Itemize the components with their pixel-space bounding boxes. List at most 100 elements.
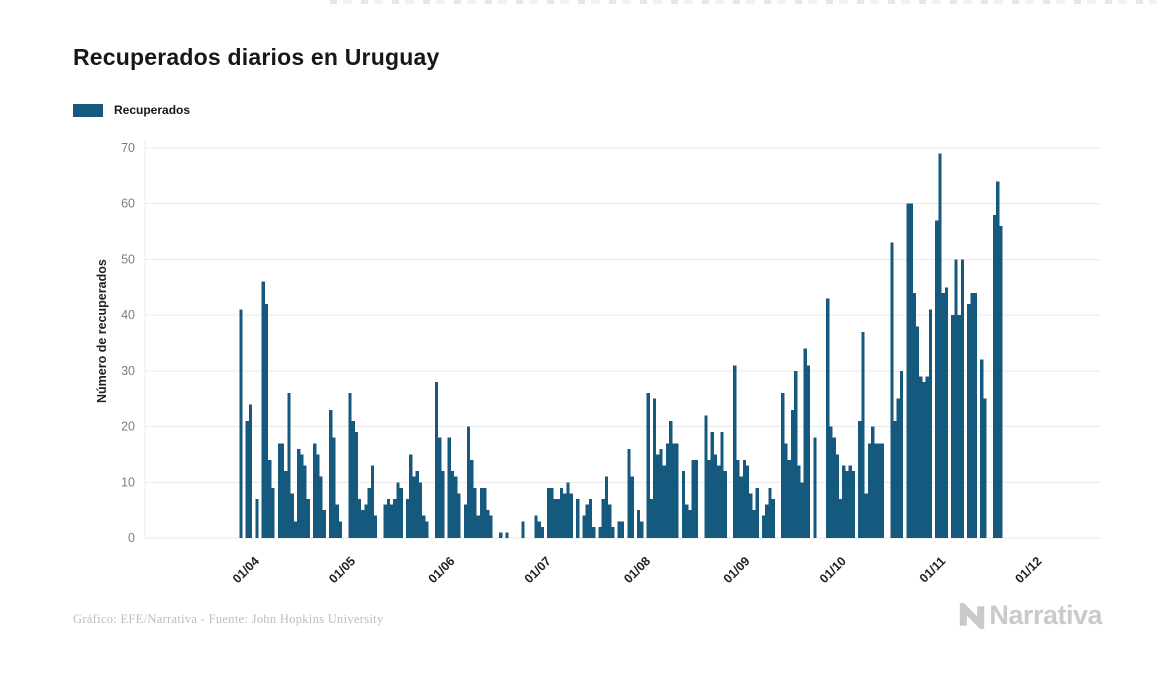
bar (505, 532, 509, 538)
bar (996, 181, 1000, 538)
bar (813, 437, 817, 538)
bar (322, 510, 326, 538)
bar (745, 465, 750, 538)
bar (938, 153, 942, 538)
y-tick-label: 10 (121, 475, 135, 489)
bar (755, 487, 759, 538)
bar (636, 510, 641, 538)
bar (893, 421, 897, 538)
bar (588, 499, 593, 538)
bar (470, 460, 474, 538)
bar (576, 499, 580, 538)
bar (425, 521, 429, 538)
bar (669, 421, 673, 538)
bar (973, 292, 977, 538)
bar (601, 499, 605, 538)
bar (563, 493, 567, 538)
bar-series-recuperados (239, 153, 1003, 539)
bar (899, 370, 904, 538)
bar (723, 471, 727, 538)
bar (303, 465, 307, 538)
bar (787, 460, 791, 538)
y-tick-label: 0 (128, 531, 135, 545)
bar (332, 437, 336, 538)
bar (338, 521, 342, 538)
y-axis-tick-labels: 0 10 20 30 40 50 60 70 (121, 141, 135, 545)
x-axis-tick-labels: 01/04 01/05 01/06 01/07 01/08 01/09 01/10 01/11… (230, 554, 1045, 586)
bar (537, 521, 541, 538)
x-tick-label: 01/05 (326, 554, 358, 586)
bar (957, 315, 961, 538)
bar (280, 443, 285, 538)
bar (239, 309, 243, 538)
bar (720, 432, 724, 538)
bar (880, 443, 884, 538)
bar (521, 521, 525, 538)
bar (585, 504, 589, 538)
y-tick-label: 70 (121, 141, 135, 155)
bar (691, 460, 695, 538)
bar (848, 465, 852, 538)
bar (287, 393, 291, 538)
x-tick-label: 01/07 (522, 554, 554, 586)
bar (672, 443, 676, 538)
bar (967, 304, 971, 538)
bar (463, 504, 468, 538)
x-tick-label: 01/06 (426, 554, 458, 586)
bar (928, 309, 933, 538)
bar (896, 398, 900, 538)
bar (935, 220, 939, 538)
bar (617, 521, 621, 538)
bar (297, 448, 301, 538)
bar (762, 515, 766, 538)
bar (652, 398, 657, 538)
bar (418, 482, 423, 538)
bar (364, 504, 368, 538)
bar (450, 471, 455, 538)
bar (348, 393, 352, 538)
bar (826, 298, 830, 538)
bar (912, 292, 916, 538)
bar (454, 476, 458, 538)
bar (284, 471, 288, 538)
bar (752, 510, 756, 538)
bar (877, 443, 881, 538)
bar (685, 504, 689, 538)
bar (765, 504, 769, 538)
bar (457, 493, 461, 538)
bar (739, 476, 743, 538)
legend-swatch (73, 103, 103, 117)
bar (447, 437, 451, 538)
bar (874, 443, 878, 538)
bar (861, 331, 865, 538)
bar (271, 487, 275, 538)
x-tick-label: 01/11 (917, 554, 949, 586)
bar (803, 348, 807, 538)
bar (832, 437, 836, 538)
bar (983, 398, 987, 538)
bar (665, 443, 670, 538)
bar (415, 471, 419, 538)
legend: Recuperados (73, 103, 190, 117)
bar (390, 504, 394, 538)
bar (829, 426, 833, 538)
bar (980, 359, 984, 538)
bar (406, 499, 410, 538)
bar (733, 365, 737, 538)
bar (335, 504, 339, 538)
bar (688, 510, 692, 538)
bar (662, 465, 666, 538)
bar (351, 421, 355, 538)
bar (367, 487, 371, 538)
bar (412, 476, 416, 538)
bar (659, 448, 663, 538)
y-tick-label: 40 (121, 308, 135, 322)
bar (858, 421, 862, 538)
bar (550, 487, 554, 538)
bar (704, 415, 708, 538)
bar (608, 504, 612, 538)
bar (630, 476, 634, 538)
cropped-content-artifact (330, 0, 1157, 4)
x-tick-label: 01/04 (230, 554, 262, 586)
